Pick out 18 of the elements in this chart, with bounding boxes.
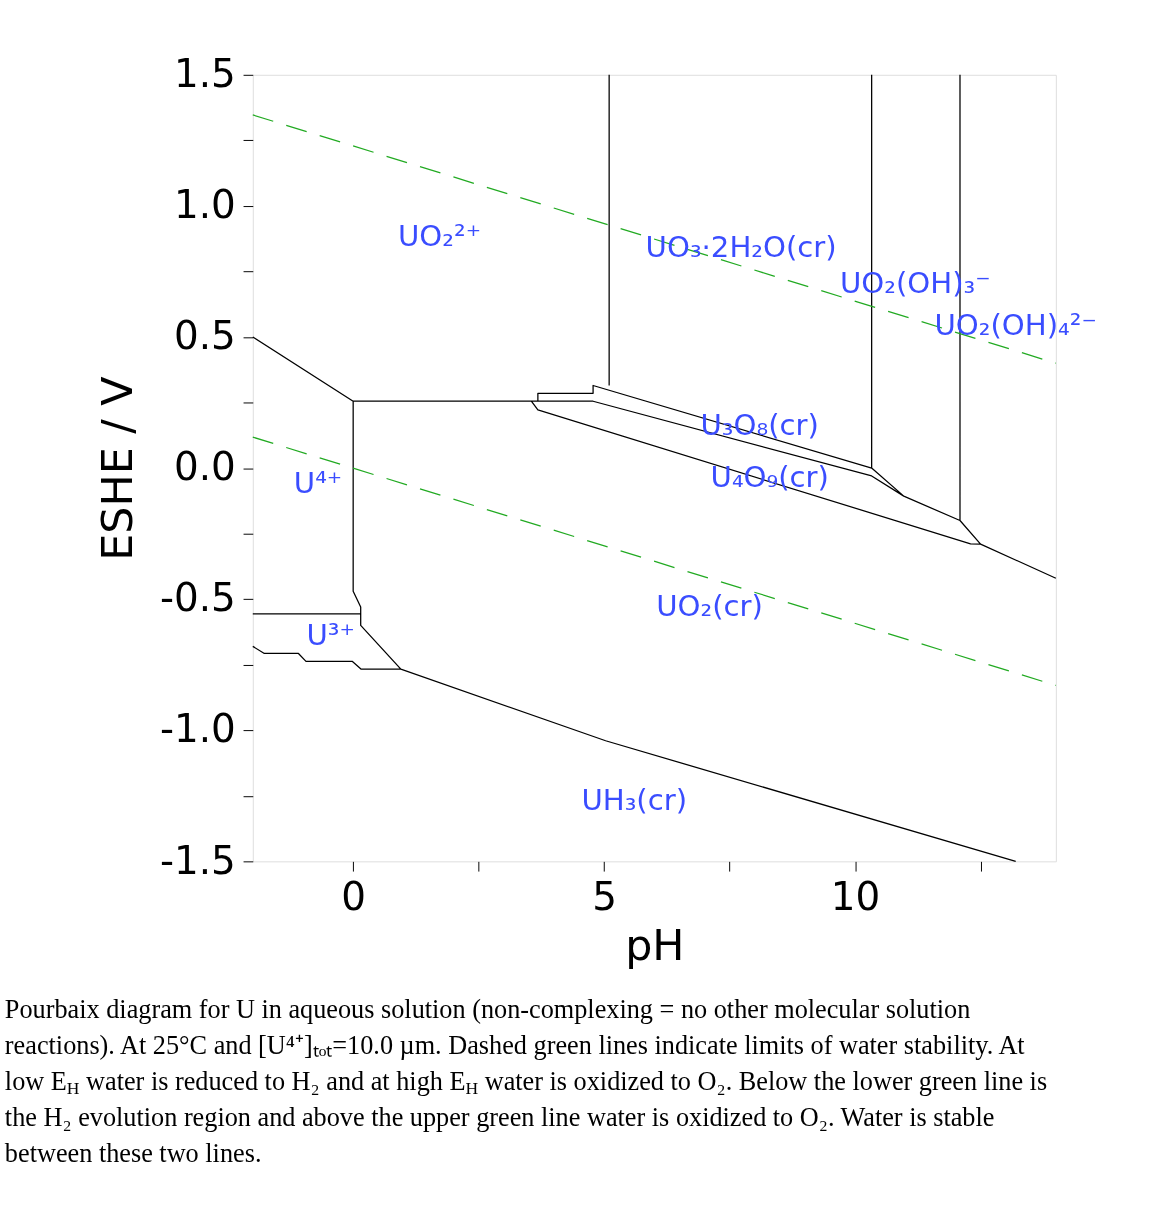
y-tick-label: 1.5: [173, 50, 236, 96]
y-axis-title: ESHE / V: [91, 376, 142, 561]
annotation: UO₃·2H₂O(cr): [645, 229, 837, 264]
y-tick-label: -0.5: [159, 575, 236, 621]
y-tick-label: 1.0: [173, 182, 236, 228]
x-tick-label: 0: [341, 874, 367, 920]
y-tick-label: -1.5: [159, 837, 236, 883]
annotation: UO₂(cr): [656, 588, 763, 623]
y-tick-label: -1.0: [159, 706, 236, 752]
y-tick-label: 0.5: [173, 313, 236, 359]
x-tick-label: 10: [830, 874, 881, 920]
annotation: UH₃(cr): [581, 782, 688, 817]
x-axis-title: pH: [625, 920, 685, 971]
annotation: UO₂²⁺: [397, 219, 482, 254]
x-tick-label: 5: [592, 874, 617, 920]
y-tick-label: 0.0: [173, 444, 236, 490]
annotation: U⁴⁺: [293, 465, 343, 500]
annotation: U³⁺: [306, 617, 355, 652]
